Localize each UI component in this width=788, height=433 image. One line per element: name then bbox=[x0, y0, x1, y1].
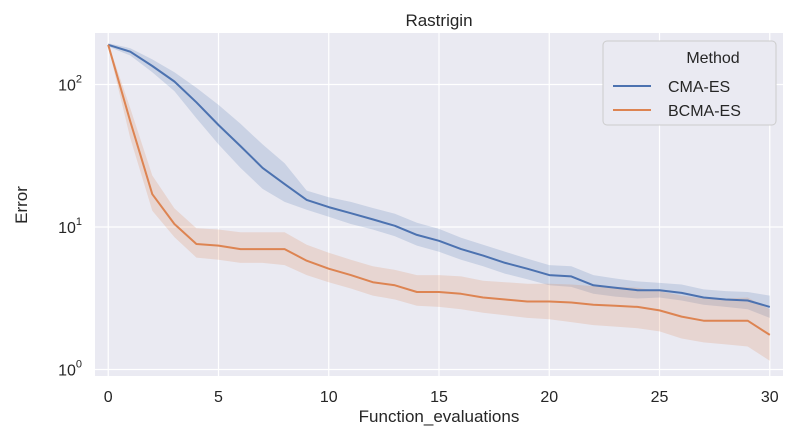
legend: Method CMA-ES BCMA-ES bbox=[602, 40, 777, 126]
x-tick-label: 25 bbox=[651, 389, 669, 406]
x-tick-label: 10 bbox=[320, 389, 338, 406]
x-tick-labels: 0 5 10 15 20 25 30 bbox=[104, 389, 779, 406]
legend-label-bcma-es: BCMA-ES bbox=[668, 103, 741, 120]
x-axis-label: Function_evaluations bbox=[359, 407, 520, 426]
series-line-cma-es bbox=[107, 43, 771, 308]
y-tick-labels: 100 101 102 bbox=[58, 74, 82, 380]
band-bcma-es bbox=[108, 43, 770, 361]
x-tick-label: 5 bbox=[214, 389, 223, 406]
y-tick-label: 101 bbox=[58, 216, 82, 237]
band-cma-es bbox=[108, 43, 770, 318]
x-tick-label: 15 bbox=[430, 389, 448, 406]
x-tick-label: 0 bbox=[104, 389, 113, 406]
series-line-bcma-es bbox=[107, 44, 771, 336]
confidence-bands bbox=[108, 43, 770, 361]
y-axis-label: Error bbox=[12, 186, 31, 224]
y-tick-label: 102 bbox=[58, 74, 82, 95]
legend-box bbox=[602, 40, 777, 126]
series-lines bbox=[107, 43, 771, 336]
legend-label-cma-es: CMA-ES bbox=[668, 79, 730, 96]
x-tick-label: 20 bbox=[540, 389, 558, 406]
chart-title: Rastrigin bbox=[405, 11, 472, 30]
x-tick-label: 30 bbox=[761, 389, 779, 406]
legend-title: Method bbox=[686, 50, 739, 67]
y-tick-label: 100 bbox=[58, 358, 82, 379]
